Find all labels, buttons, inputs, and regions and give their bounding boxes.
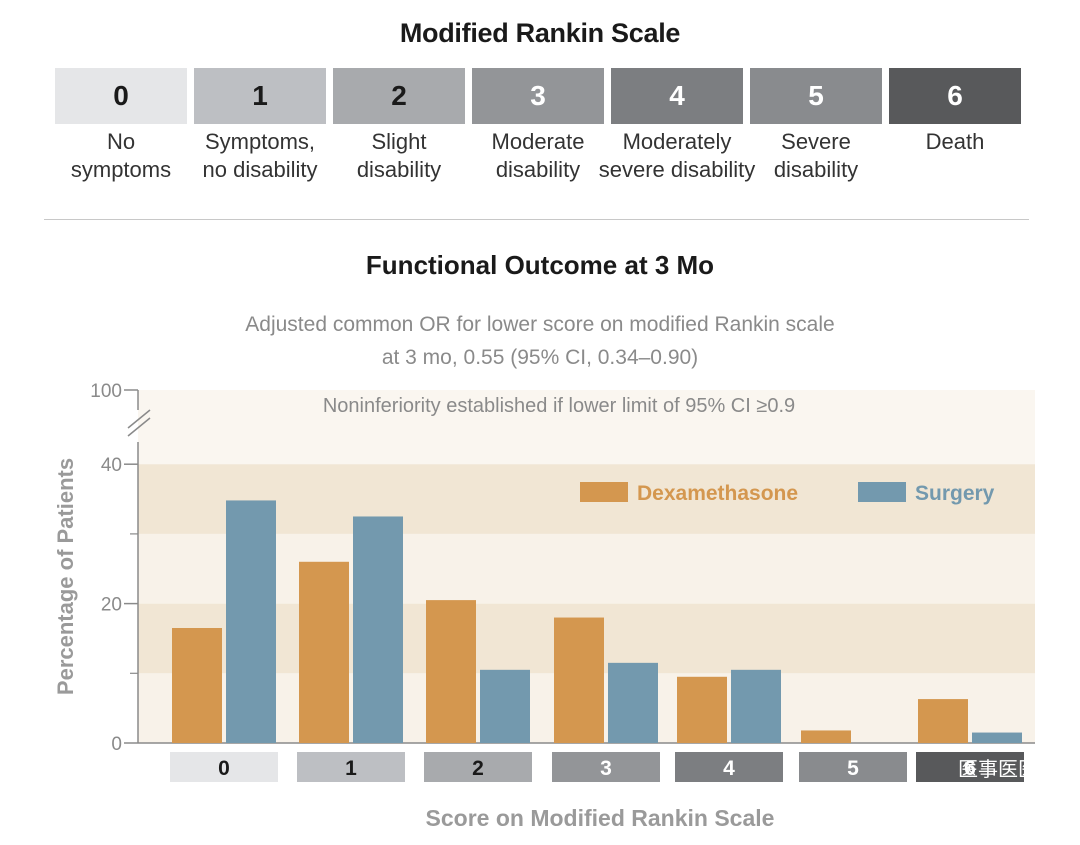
bar-surgery-2 (480, 669, 530, 743)
rankin-score-label-1: Symptoms, no disability (180, 128, 340, 184)
rankin-score-label-line: symptoms (70, 157, 172, 182)
rankin-score-label-line: disability (773, 157, 859, 182)
rankin-score-box-1: 1 (194, 68, 326, 124)
rankin-scale-title: Modified Rankin Scale (399, 18, 681, 48)
rankin-score-box-6: 6 (889, 68, 1021, 124)
bar-dexamethasone-0 (172, 627, 222, 743)
bar-dexamethasone-3 (554, 617, 604, 743)
bar-dexamethasone-2 (426, 600, 476, 743)
subtitle-line-1: Adjusted common OR for lower score on mo… (245, 313, 835, 336)
y-axis-label: Percentage of Patients (53, 458, 78, 695)
rankin-score-label-0: No symptoms (41, 128, 201, 184)
bar-surgery-6 (972, 732, 1022, 743)
axis-break-mark (127, 417, 151, 437)
bar-dexamethasone-4 (677, 676, 727, 743)
bar-dexamethasone-6 (918, 699, 968, 743)
x-tick-label: 1 (345, 757, 357, 780)
legend-swatch-dexamethasone (580, 482, 628, 502)
rankin-score-label-4: Moderately severe disability (597, 128, 757, 184)
rankin-score-label-line: No (106, 129, 136, 154)
x-category-box-2 (424, 752, 532, 782)
x-tick-label: 2 (472, 757, 484, 780)
section-divider (44, 219, 1029, 220)
x-tick-label: 5 (847, 757, 859, 780)
x-category-box-4 (675, 752, 783, 782)
rankin-score-label-line: Moderately (622, 129, 732, 154)
x-tick-label: 6 (964, 757, 976, 780)
rankin-score-label-line: Severe (781, 129, 851, 154)
rankin-score-label-line: Symptoms, (204, 129, 316, 154)
rankin-score-label-6: Death (875, 128, 1035, 156)
legend-label-dexamethasone: Dexamethasone (637, 482, 798, 505)
y-tick-label: 100 (90, 381, 122, 402)
bar-surgery-0 (226, 500, 276, 743)
rankin-score-label-5: Severe disability (736, 128, 896, 184)
rankin-score-label-line: no disability (202, 157, 318, 182)
x-category-box-0 (170, 752, 278, 782)
rankin-score-box-3: 3 (472, 68, 604, 124)
bar-surgery-4 (731, 669, 781, 743)
rankin-score-box-4: 4 (611, 68, 743, 124)
y-tick-label: 0 (111, 734, 122, 755)
rankin-score-label-line: Moderate (491, 129, 585, 154)
bar-surgery-1 (353, 516, 403, 743)
rankin-score-box-5: 5 (750, 68, 882, 124)
x-category-box-3 (552, 752, 660, 782)
plot-band (138, 533, 1035, 604)
outcome-title: Functional Outcome at 3 Mo (365, 250, 715, 280)
bar-dexamethasone-1 (299, 561, 349, 743)
rankin-score-label-line: Death (925, 129, 985, 154)
legend-swatch-surgery (858, 482, 906, 502)
plot-band-top (138, 390, 1035, 465)
x-category-box-5 (799, 752, 907, 782)
x-category-box-6 (916, 752, 1024, 782)
rankin-score-label-2: Slight disability (319, 128, 479, 184)
chart-subtitle: Adjusted common OR for lower score on mo… (0, 308, 1080, 374)
rankin-score-label-3: Moderate disability (458, 128, 618, 184)
legend-label-surgery: Surgery (915, 482, 995, 505)
x-tick-label: 3 (600, 757, 612, 780)
noninferiority-annotation: Noninferiority established if lower limi… (323, 395, 795, 417)
rankin-score-label-line: disability (495, 157, 581, 182)
watermark-text: 医事医医 (958, 759, 1038, 781)
rankin-score-label-line: severe disability (598, 157, 756, 182)
rankin-score-box-0: 0 (55, 68, 187, 124)
x-category-box-1 (297, 752, 405, 782)
subtitle-line-2: at 3 mo, 0.55 (95% CI, 0.34–0.90) (381, 346, 699, 369)
y-tick-label: 20 (101, 595, 122, 616)
bar-dexamethasone-5 (801, 730, 851, 743)
y-tick-label: 40 (101, 455, 122, 476)
bar-surgery-3 (608, 662, 658, 743)
x-tick-label: 0 (218, 757, 230, 780)
axis-break-mark (127, 409, 151, 429)
x-tick-label: 4 (723, 757, 735, 780)
rankin-score-label-line: Slight (371, 129, 427, 154)
rankin-score-box-2: 2 (333, 68, 465, 124)
rankin-score-label-line: disability (356, 157, 442, 182)
x-axis-label: Score on Modified Rankin Scale (426, 805, 775, 831)
